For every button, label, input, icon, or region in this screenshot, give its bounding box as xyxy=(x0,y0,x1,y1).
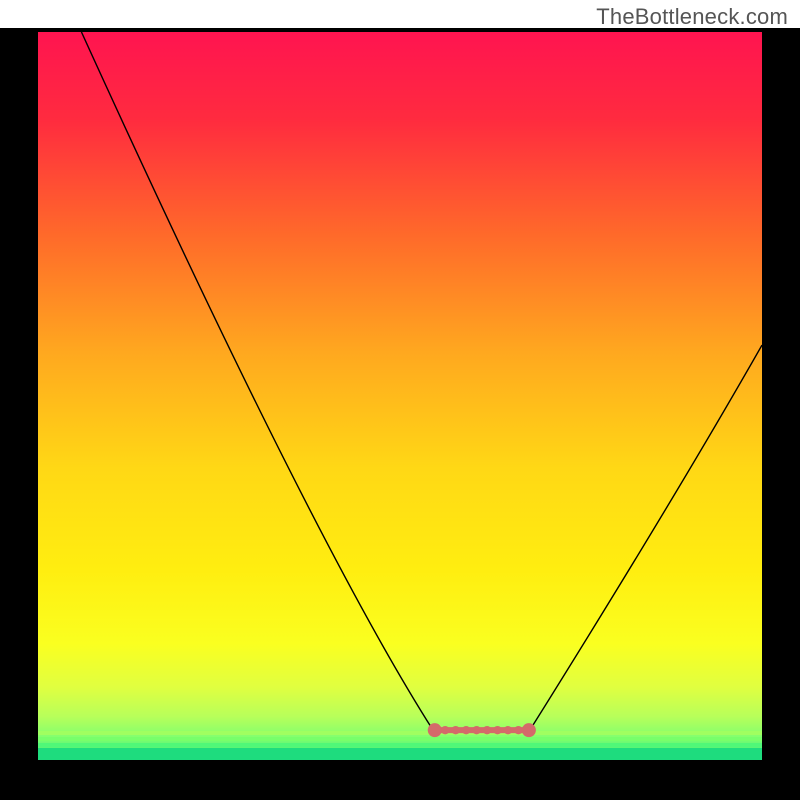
watermark-text: TheBottleneck.com xyxy=(596,4,788,30)
curve-right-branch xyxy=(530,345,762,729)
valley-dot xyxy=(451,726,459,734)
valley-dot xyxy=(504,726,512,734)
plot-area xyxy=(38,32,762,760)
valley-dot xyxy=(462,726,470,734)
valley-dot xyxy=(441,726,449,734)
valley-dot xyxy=(483,726,491,734)
valley-dot xyxy=(493,726,501,734)
bottleneck-curve-svg xyxy=(38,32,762,760)
valley-dot xyxy=(514,726,522,734)
valley-dot xyxy=(472,726,480,734)
chart-stage: TheBottleneck.com xyxy=(0,0,800,800)
valley-end-dot xyxy=(428,723,442,737)
valley-end-dot xyxy=(522,723,536,737)
curve-left-branch xyxy=(81,32,432,729)
